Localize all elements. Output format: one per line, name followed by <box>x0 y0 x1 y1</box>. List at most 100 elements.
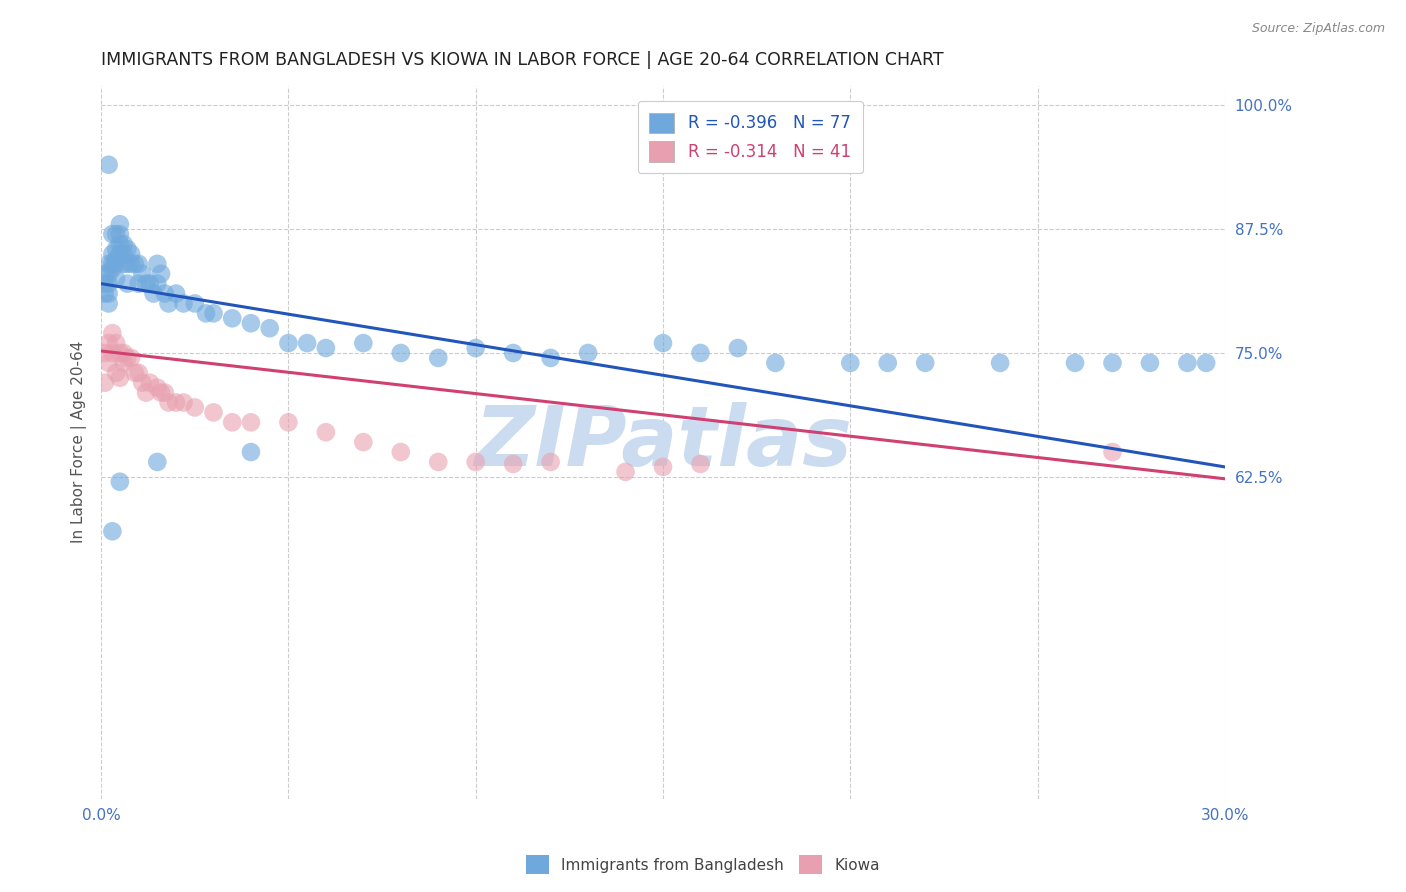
Point <box>128 257 150 271</box>
Point <box>112 237 135 252</box>
Point <box>195 306 218 320</box>
Point <box>105 227 128 241</box>
Point <box>464 341 486 355</box>
Point <box>165 286 187 301</box>
Point <box>105 336 128 351</box>
Point <box>101 326 124 341</box>
Point <box>153 286 176 301</box>
Point <box>105 252 128 266</box>
Point <box>108 237 131 252</box>
Point <box>540 455 562 469</box>
Point <box>117 257 139 271</box>
Point <box>120 247 142 261</box>
Point <box>202 306 225 320</box>
Point <box>689 346 711 360</box>
Point <box>259 321 281 335</box>
Point <box>94 267 117 281</box>
Point <box>120 257 142 271</box>
Point <box>117 351 139 365</box>
Point <box>221 311 243 326</box>
Point <box>101 524 124 539</box>
Point <box>97 267 120 281</box>
Point <box>352 336 374 351</box>
Point <box>97 158 120 172</box>
Point <box>1101 445 1123 459</box>
Point <box>153 385 176 400</box>
Point <box>97 286 120 301</box>
Point <box>94 346 117 360</box>
Point <box>105 257 128 271</box>
Point <box>105 242 128 256</box>
Point <box>315 341 337 355</box>
Point <box>94 277 117 291</box>
Point <box>139 277 162 291</box>
Point <box>277 415 299 429</box>
Point <box>105 366 128 380</box>
Point <box>146 455 169 469</box>
Point <box>914 356 936 370</box>
Point <box>839 356 862 370</box>
Text: IMMIGRANTS FROM BANGLADESH VS KIOWA IN LABOR FORCE | AGE 20-64 CORRELATION CHART: IMMIGRANTS FROM BANGLADESH VS KIOWA IN L… <box>101 51 943 69</box>
Point <box>128 366 150 380</box>
Point <box>988 356 1011 370</box>
Legend: Immigrants from Bangladesh, Kiowa: Immigrants from Bangladesh, Kiowa <box>520 849 886 880</box>
Point <box>1195 356 1218 370</box>
Point <box>239 415 262 429</box>
Point <box>112 356 135 370</box>
Point <box>295 336 318 351</box>
Point <box>120 351 142 365</box>
Point <box>727 341 749 355</box>
Point <box>108 247 131 261</box>
Point <box>502 457 524 471</box>
Point <box>277 336 299 351</box>
Point <box>131 376 153 390</box>
Point <box>97 336 120 351</box>
Point <box>94 286 117 301</box>
Point <box>108 227 131 241</box>
Point <box>150 385 173 400</box>
Point <box>112 247 135 261</box>
Point <box>239 316 262 330</box>
Point <box>389 346 412 360</box>
Point <box>1101 356 1123 370</box>
Point <box>173 395 195 409</box>
Point <box>146 257 169 271</box>
Point <box>652 336 675 351</box>
Point <box>94 376 117 390</box>
Point <box>1177 356 1199 370</box>
Point <box>101 261 124 276</box>
Point <box>1139 356 1161 370</box>
Point <box>146 381 169 395</box>
Point <box>689 457 711 471</box>
Point <box>389 445 412 459</box>
Point <box>202 405 225 419</box>
Point <box>146 277 169 291</box>
Point <box>101 257 124 271</box>
Point <box>652 459 675 474</box>
Point <box>427 351 450 365</box>
Point <box>117 277 139 291</box>
Point <box>464 455 486 469</box>
Point <box>97 277 120 291</box>
Point <box>117 242 139 256</box>
Point <box>124 366 146 380</box>
Point <box>101 227 124 241</box>
Point <box>135 385 157 400</box>
Point <box>112 346 135 360</box>
Text: Source: ZipAtlas.com: Source: ZipAtlas.com <box>1251 22 1385 36</box>
Point <box>97 257 120 271</box>
Text: ZIPatlas: ZIPatlas <box>474 401 852 483</box>
Point <box>105 271 128 285</box>
Point <box>576 346 599 360</box>
Point <box>101 346 124 360</box>
Point <box>101 247 124 261</box>
Point <box>124 257 146 271</box>
Point <box>131 267 153 281</box>
Point <box>142 286 165 301</box>
Point <box>184 401 207 415</box>
Point <box>173 296 195 310</box>
Point <box>108 370 131 384</box>
Point <box>108 346 131 360</box>
Y-axis label: In Labor Force | Age 20-64: In Labor Force | Age 20-64 <box>72 341 87 543</box>
Point <box>97 296 120 310</box>
